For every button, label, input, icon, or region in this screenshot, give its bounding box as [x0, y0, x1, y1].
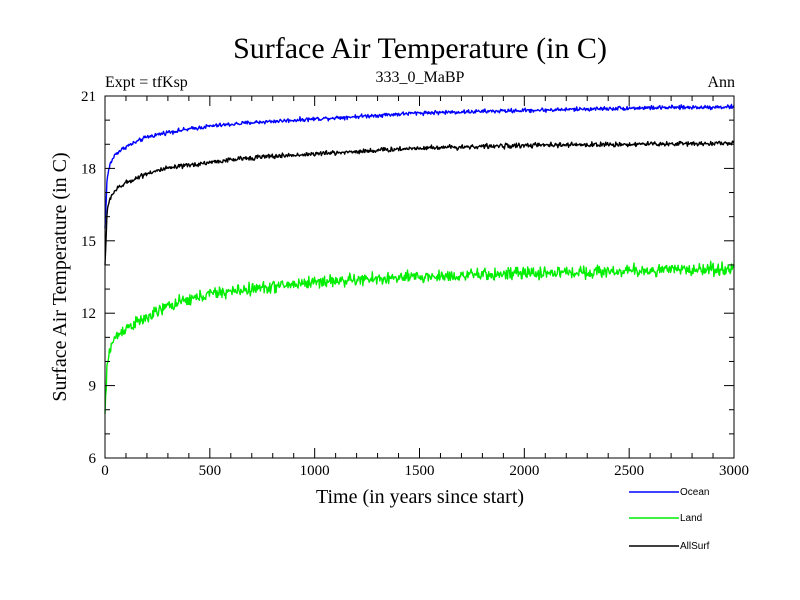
y-tick-label: 21: [81, 89, 96, 105]
y-axis-label: Surface Air Temperature (in C): [49, 152, 71, 401]
x-tick-label: 1000: [300, 463, 330, 479]
x-tick-label: 3000: [719, 463, 749, 479]
x-axis-label: Time (in years since start): [316, 486, 524, 508]
y-tick-label: 15: [81, 234, 96, 250]
series-group: [104, 103, 735, 414]
x-tick-label: 0: [101, 463, 109, 479]
legend-label-allsurf: AllSurf: [680, 541, 710, 552]
period-label: 333_0_MaBP: [376, 69, 465, 86]
series-line-allsurf: [104, 140, 735, 265]
y-tick-label: 9: [89, 379, 97, 395]
legend-label-ocean: Ocean: [680, 487, 709, 498]
series-line-land: [104, 260, 735, 414]
x-tick-label: 500: [199, 463, 222, 479]
legend-label-land: Land: [680, 513, 702, 524]
series-line-ocean: [104, 103, 735, 229]
x-tick-label: 2000: [509, 463, 539, 479]
season-label: Ann: [707, 74, 735, 91]
chart-title: Surface Air Temperature (in C): [233, 32, 607, 65]
y-tick-label: 18: [81, 161, 96, 177]
x-tick-label: 2500: [614, 463, 644, 479]
legend: Ocean Land AllSurf: [629, 487, 710, 552]
experiment-label: Expt = tfKsp: [105, 74, 188, 91]
x-tick-label: 1500: [405, 463, 435, 479]
y-tick-label: 12: [81, 306, 96, 322]
axis-ticks: 0 500 1000 1500 2000 2500 3000 6 9 12 15 18 21: [81, 89, 749, 479]
y-tick-label: 6: [89, 451, 97, 467]
